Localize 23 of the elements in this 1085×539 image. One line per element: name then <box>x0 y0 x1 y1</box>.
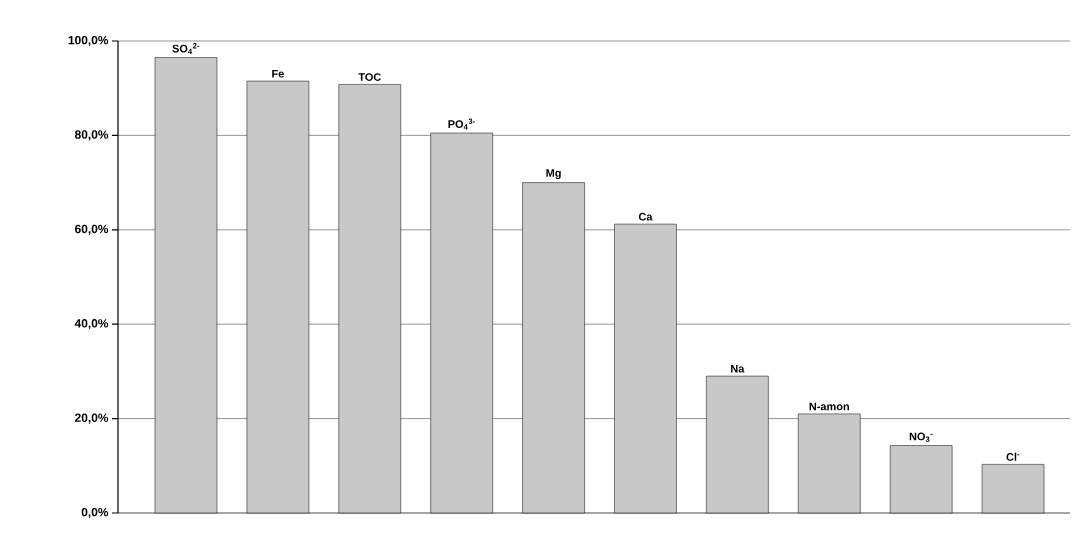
x-tick-label: Ca <box>638 212 653 221</box>
x-tick-label: Fe <box>272 69 284 78</box>
x-tick-label: N-amon <box>809 402 849 411</box>
bar <box>889 445 953 514</box>
bar <box>522 182 585 514</box>
x-tick-label: Na <box>731 364 745 373</box>
bar <box>614 223 677 514</box>
bar <box>706 375 769 514</box>
bar <box>430 132 493 514</box>
bar <box>798 413 861 514</box>
y-tick-label: 80,0% <box>74 130 109 141</box>
y-tick-label: 40,0% <box>74 319 109 330</box>
bar <box>338 84 402 514</box>
y-tick-label: 20,0% <box>75 413 109 424</box>
y-tick-label: 0,0% <box>81 507 109 519</box>
bar <box>246 80 310 514</box>
bar <box>154 57 218 514</box>
x-tick-label: TOC <box>358 73 381 81</box>
y-tick-label: 60,0% <box>75 224 109 235</box>
x-tick-label: Mg <box>546 169 561 180</box>
bar <box>981 464 1045 514</box>
x-tick-label: Cl$^{-}$ <box>1006 452 1020 461</box>
y-tick-label: 100,0% <box>68 35 109 47</box>
